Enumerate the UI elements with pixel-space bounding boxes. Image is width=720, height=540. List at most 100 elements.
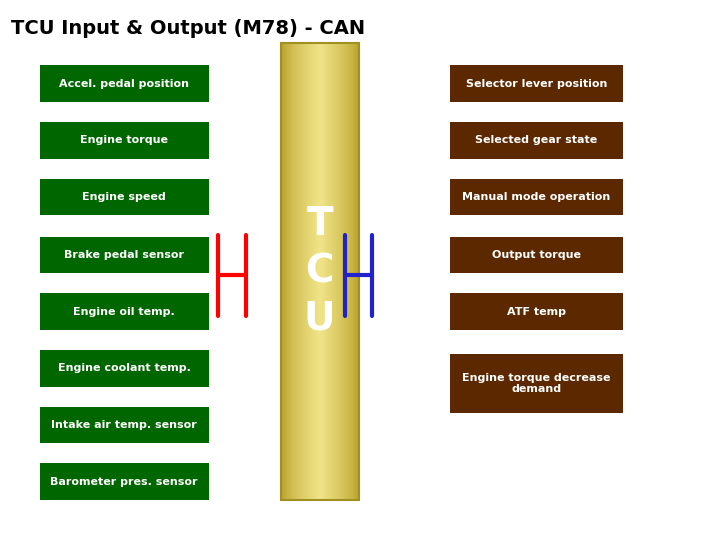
FancyBboxPatch shape bbox=[330, 43, 333, 500]
FancyBboxPatch shape bbox=[356, 43, 358, 500]
FancyBboxPatch shape bbox=[40, 407, 209, 443]
FancyBboxPatch shape bbox=[312, 43, 315, 500]
FancyBboxPatch shape bbox=[40, 350, 209, 387]
FancyBboxPatch shape bbox=[320, 43, 323, 500]
FancyBboxPatch shape bbox=[282, 43, 284, 500]
FancyBboxPatch shape bbox=[313, 43, 315, 500]
FancyBboxPatch shape bbox=[295, 43, 298, 500]
FancyBboxPatch shape bbox=[347, 43, 349, 500]
FancyBboxPatch shape bbox=[307, 43, 310, 500]
FancyBboxPatch shape bbox=[328, 43, 331, 500]
Text: Barometer pres. sensor: Barometer pres. sensor bbox=[50, 477, 198, 487]
FancyBboxPatch shape bbox=[281, 43, 283, 500]
FancyBboxPatch shape bbox=[325, 43, 327, 500]
FancyBboxPatch shape bbox=[317, 43, 319, 500]
Text: Engine torque decrease
demand: Engine torque decrease demand bbox=[462, 373, 611, 394]
FancyBboxPatch shape bbox=[283, 43, 285, 500]
FancyBboxPatch shape bbox=[334, 43, 337, 500]
Text: Engine coolant temp.: Engine coolant temp. bbox=[58, 363, 191, 373]
Text: Engine speed: Engine speed bbox=[82, 192, 166, 202]
FancyBboxPatch shape bbox=[40, 65, 209, 102]
FancyBboxPatch shape bbox=[450, 293, 623, 330]
FancyBboxPatch shape bbox=[350, 43, 352, 500]
FancyBboxPatch shape bbox=[315, 43, 318, 500]
FancyBboxPatch shape bbox=[349, 43, 351, 500]
FancyBboxPatch shape bbox=[40, 179, 209, 215]
FancyBboxPatch shape bbox=[287, 43, 289, 500]
FancyBboxPatch shape bbox=[40, 122, 209, 159]
FancyBboxPatch shape bbox=[291, 43, 293, 500]
FancyBboxPatch shape bbox=[337, 43, 340, 500]
FancyBboxPatch shape bbox=[342, 43, 344, 500]
FancyBboxPatch shape bbox=[354, 43, 356, 500]
Text: Output torque: Output torque bbox=[492, 250, 581, 260]
FancyBboxPatch shape bbox=[341, 43, 343, 500]
FancyBboxPatch shape bbox=[287, 43, 290, 500]
FancyBboxPatch shape bbox=[286, 43, 288, 500]
FancyBboxPatch shape bbox=[331, 43, 334, 500]
FancyBboxPatch shape bbox=[450, 65, 623, 102]
FancyBboxPatch shape bbox=[320, 43, 322, 500]
FancyBboxPatch shape bbox=[298, 43, 301, 500]
FancyBboxPatch shape bbox=[344, 43, 346, 500]
FancyBboxPatch shape bbox=[351, 43, 354, 500]
FancyBboxPatch shape bbox=[450, 354, 623, 413]
FancyBboxPatch shape bbox=[294, 43, 296, 500]
FancyBboxPatch shape bbox=[309, 43, 312, 500]
Text: Selected gear state: Selected gear state bbox=[475, 136, 598, 145]
FancyBboxPatch shape bbox=[284, 43, 286, 500]
FancyBboxPatch shape bbox=[346, 43, 348, 500]
FancyBboxPatch shape bbox=[306, 43, 308, 500]
FancyBboxPatch shape bbox=[450, 237, 623, 273]
FancyBboxPatch shape bbox=[326, 43, 329, 500]
FancyBboxPatch shape bbox=[318, 43, 320, 500]
Text: Intake air temp. sensor: Intake air temp. sensor bbox=[51, 420, 197, 430]
FancyBboxPatch shape bbox=[450, 179, 623, 215]
Text: TCU Input & Output (M78) - CAN: TCU Input & Output (M78) - CAN bbox=[11, 19, 365, 38]
FancyBboxPatch shape bbox=[336, 43, 338, 500]
FancyBboxPatch shape bbox=[292, 43, 295, 500]
FancyBboxPatch shape bbox=[289, 43, 292, 500]
FancyBboxPatch shape bbox=[297, 43, 300, 500]
FancyBboxPatch shape bbox=[323, 43, 325, 500]
FancyBboxPatch shape bbox=[323, 43, 326, 500]
FancyBboxPatch shape bbox=[353, 43, 355, 500]
Text: Engine torque: Engine torque bbox=[80, 136, 168, 145]
FancyBboxPatch shape bbox=[40, 463, 209, 500]
FancyBboxPatch shape bbox=[336, 43, 338, 500]
FancyBboxPatch shape bbox=[352, 43, 354, 500]
FancyBboxPatch shape bbox=[289, 43, 291, 500]
Text: T
C
U: T C U bbox=[304, 205, 336, 338]
FancyBboxPatch shape bbox=[325, 43, 328, 500]
FancyBboxPatch shape bbox=[355, 43, 357, 500]
Text: Manual mode operation: Manual mode operation bbox=[462, 192, 611, 202]
FancyBboxPatch shape bbox=[311, 43, 313, 500]
FancyBboxPatch shape bbox=[301, 43, 304, 500]
FancyBboxPatch shape bbox=[300, 43, 302, 500]
FancyBboxPatch shape bbox=[40, 293, 209, 330]
Text: Engine oil temp.: Engine oil temp. bbox=[73, 307, 175, 316]
FancyBboxPatch shape bbox=[345, 43, 347, 500]
FancyBboxPatch shape bbox=[348, 43, 351, 500]
FancyBboxPatch shape bbox=[302, 43, 305, 500]
Text: Brake pedal sensor: Brake pedal sensor bbox=[64, 250, 184, 260]
FancyBboxPatch shape bbox=[304, 43, 307, 500]
FancyBboxPatch shape bbox=[340, 43, 343, 500]
FancyBboxPatch shape bbox=[356, 43, 359, 500]
FancyBboxPatch shape bbox=[316, 43, 318, 500]
FancyBboxPatch shape bbox=[338, 43, 341, 500]
Text: Selector lever position: Selector lever position bbox=[466, 79, 607, 89]
Text: Accel. pedal position: Accel. pedal position bbox=[59, 79, 189, 89]
FancyBboxPatch shape bbox=[297, 43, 299, 500]
FancyBboxPatch shape bbox=[305, 43, 307, 500]
FancyBboxPatch shape bbox=[333, 43, 336, 500]
FancyBboxPatch shape bbox=[40, 237, 209, 273]
FancyBboxPatch shape bbox=[343, 43, 346, 500]
FancyBboxPatch shape bbox=[284, 43, 287, 500]
FancyBboxPatch shape bbox=[292, 43, 294, 500]
FancyBboxPatch shape bbox=[339, 43, 341, 500]
FancyBboxPatch shape bbox=[314, 43, 316, 500]
FancyBboxPatch shape bbox=[300, 43, 302, 500]
Text: ATF temp: ATF temp bbox=[507, 307, 566, 316]
FancyBboxPatch shape bbox=[294, 43, 297, 500]
